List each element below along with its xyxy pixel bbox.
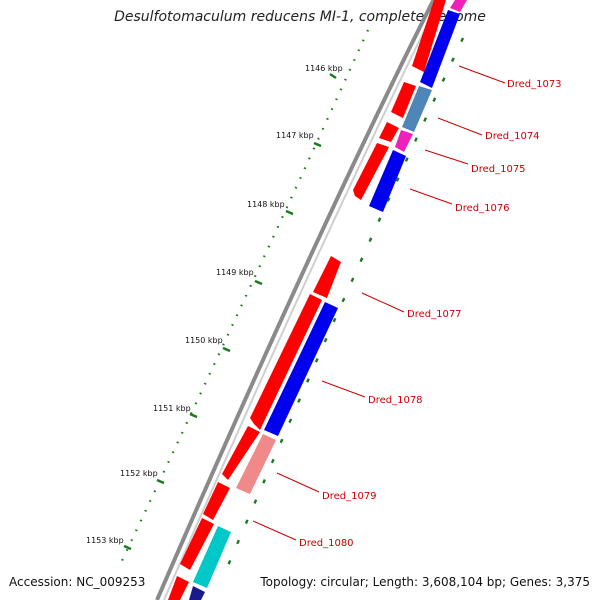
- ruler-major-tick: [285, 209, 294, 216]
- inner-tick-marks: [225, 37, 465, 569]
- gene-forward-2[interactable]: [391, 82, 416, 118]
- backbone-inner: [163, 0, 441, 600]
- gene-forward-4[interactable]: [353, 143, 389, 200]
- gene-label-leader: [252, 520, 297, 541]
- gene-label-leader: [437, 117, 483, 136]
- gene-forward-3[interactable]: [379, 122, 399, 142]
- gene-label[interactable]: Dred_1074: [485, 131, 540, 142]
- gene-reverse-9[interactable]: [189, 586, 205, 600]
- ruler-label: 1147 kbp: [276, 131, 314, 140]
- ruler-label: 1151 kbp: [153, 404, 191, 413]
- gene-forward-9[interactable]: [180, 518, 214, 570]
- forward-genes: [168, 0, 446, 600]
- gene-reverse-2[interactable]: [420, 10, 460, 88]
- gene-forward-1[interactable]: [412, 0, 446, 72]
- ruler-major-tick: [156, 478, 165, 485]
- accession-text: Accession: NC_009253: [9, 575, 146, 589]
- gene-label[interactable]: Dred_1078: [368, 395, 423, 406]
- gene-label[interactable]: Dred_1080: [299, 538, 354, 549]
- ruler-label: 1148 kbp: [247, 200, 285, 209]
- gene-forward-10[interactable]: [168, 576, 189, 600]
- gene-label-leader: [458, 65, 506, 84]
- ruler-label: 1146 kbp: [305, 64, 343, 73]
- gene-reverse-5[interactable]: [369, 150, 406, 212]
- gene-label-leader: [321, 380, 366, 398]
- ruler-label: 1150 kbp: [185, 336, 223, 345]
- gene-reverse-8[interactable]: [193, 526, 231, 588]
- gene-label[interactable]: Dred_1077: [407, 309, 462, 320]
- ruler-major-tick: [123, 544, 132, 551]
- ruler-label: 1152 kbp: [120, 469, 158, 478]
- gene-label[interactable]: Dred_1073: [507, 79, 562, 90]
- gene-label[interactable]: Dred_1075: [471, 164, 526, 175]
- ruler-major-tick: [189, 412, 198, 419]
- gene-reverse-1[interactable]: [450, 0, 467, 12]
- gene-forward-7[interactable]: [222, 426, 260, 480]
- ruler-major-tick: [313, 141, 322, 148]
- topology-text: Topology: circular; Length: 3,608,104 bp…: [260, 575, 590, 589]
- gene-reverse-7[interactable]: [236, 434, 276, 494]
- ruler-label: 1149 kbp: [216, 268, 254, 277]
- gene-forward-8[interactable]: [203, 482, 230, 520]
- gene-label[interactable]: Dred_1079: [322, 491, 377, 502]
- ruler-label: 1153 kbp: [86, 536, 124, 545]
- gene-label-leader: [409, 188, 453, 205]
- gene-forward-6[interactable]: [250, 294, 322, 430]
- gene-reverse-4[interactable]: [395, 130, 413, 152]
- map-title: Desulfotomaculum reducens MI-1, complete…: [114, 9, 486, 25]
- gene-reverse-3[interactable]: [402, 86, 432, 132]
- ruler-major-tick: [222, 346, 231, 353]
- gene-reverse-6[interactable]: [264, 302, 338, 436]
- gene-label-leader: [361, 292, 405, 313]
- backbone-outer: [155, 0, 436, 600]
- gene-label-leader: [424, 149, 469, 165]
- ruler-major-tick: [254, 279, 263, 286]
- reverse-genes: [189, 0, 467, 600]
- ruler-major-tick: [329, 73, 337, 79]
- gene-label[interactable]: Dred_1076: [455, 203, 510, 214]
- gene-label-leader: [276, 472, 320, 493]
- gene-forward-5[interactable]: [313, 256, 341, 298]
